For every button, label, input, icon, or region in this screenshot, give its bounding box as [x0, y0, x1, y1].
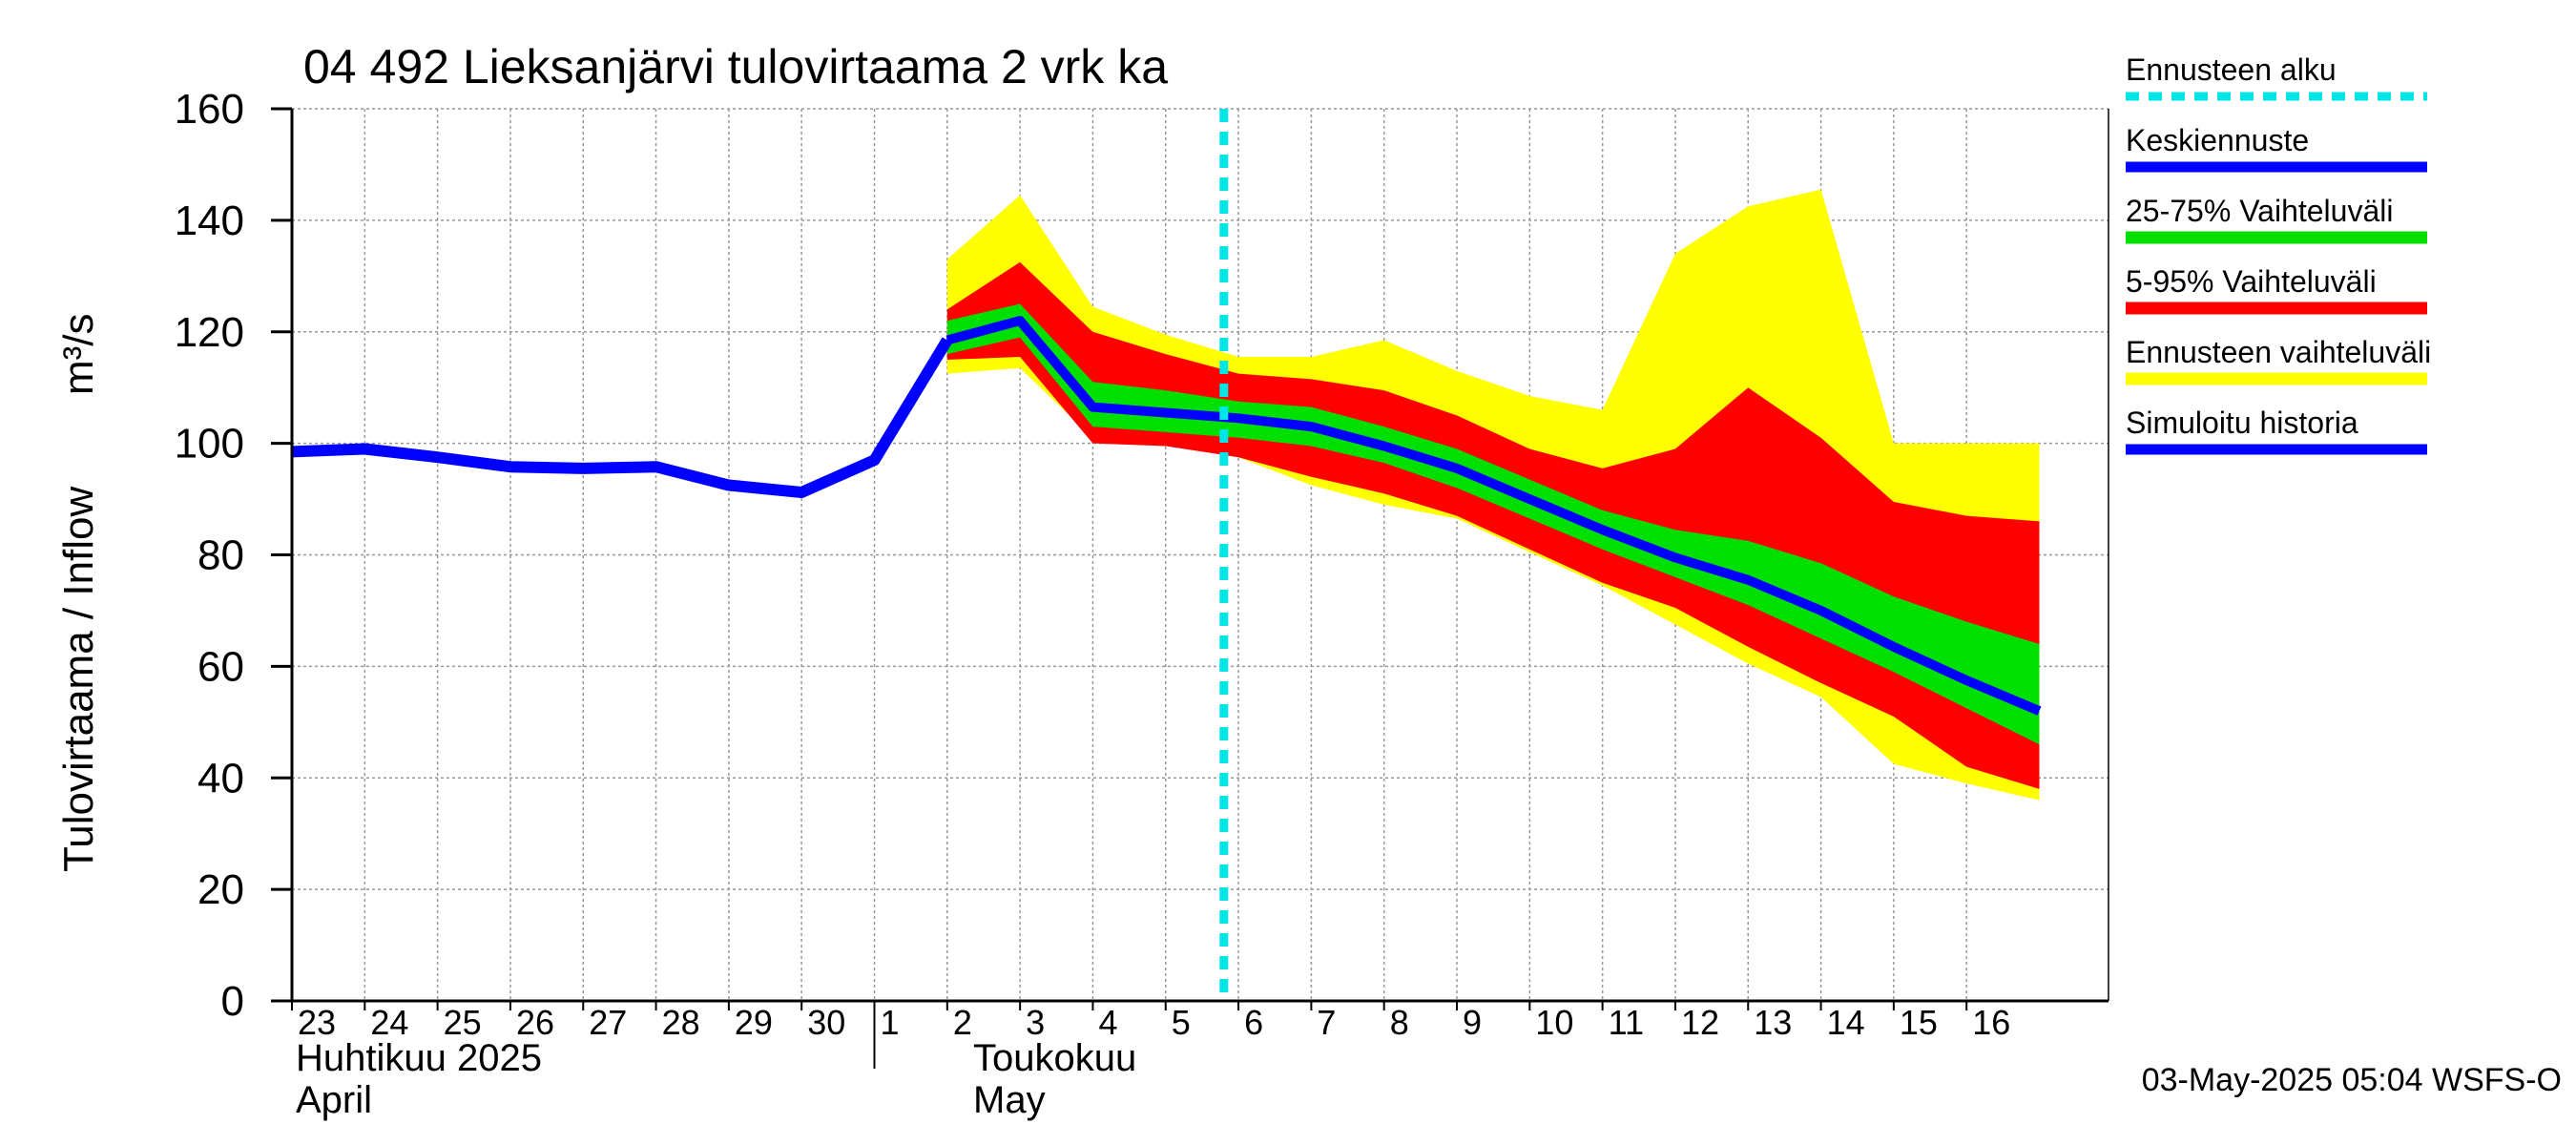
y-tick-label-0: 0	[221, 978, 244, 1025]
y-tick-label-20: 20	[197, 866, 244, 913]
x-tick-label-23: 23	[298, 1003, 336, 1042]
x-tick-label-3: 3	[1026, 1003, 1045, 1042]
x-tick-label-16: 16	[1972, 1003, 2010, 1042]
history-line	[292, 337, 952, 498]
legend: Ennusteen alku Keskiennuste 25-75% Vaiht…	[2126, 52, 2431, 455]
month-label-may-en: May	[973, 1079, 1046, 1121]
x-tick-label-8: 8	[1390, 1003, 1409, 1042]
x-tick-label-7: 7	[1317, 1003, 1336, 1042]
chart-title: 04 492 Lieksanjärvi tulovirtaama 2 vrk k…	[303, 40, 1168, 94]
x-tick-label-30: 30	[807, 1003, 845, 1042]
y-tick-label-40: 40	[197, 755, 244, 802]
y-axis-unit: m³/s	[55, 313, 102, 395]
month-label-april-en: April	[296, 1079, 372, 1121]
x-tick-label-12: 12	[1681, 1003, 1719, 1042]
legend-label-history: Simuloitu historia	[2126, 406, 2358, 440]
series-lines	[292, 109, 2042, 1001]
legend-label-forecast-start: Ennusteen alku	[2126, 52, 2337, 87]
x-tick-label-27: 27	[589, 1003, 627, 1042]
x-tick-label-11: 11	[1609, 1003, 1644, 1042]
y-tick-labels: 0 20 40 60 80 100 120 140 160	[175, 86, 244, 1025]
x-tick-label-14: 14	[1827, 1003, 1865, 1042]
y-tick-label-160: 160	[175, 86, 244, 133]
median-line	[945, 316, 2042, 716]
x-tick-label-1: 1	[881, 1003, 900, 1042]
y-tick-label-140: 140	[175, 198, 244, 244]
x-tick-label-28: 28	[662, 1003, 700, 1042]
legend-label-range: Ennusteen vaihteluväli	[2126, 335, 2431, 369]
x-tick-label-25: 25	[444, 1003, 482, 1042]
x-tick-label-15: 15	[1900, 1003, 1938, 1042]
y-tick-label-100: 100	[175, 421, 244, 468]
x-tick-label-4: 4	[1098, 1003, 1117, 1042]
axes	[271, 107, 2109, 1069]
legend-label-p5-95: 5-95% Vaihteluväli	[2126, 264, 2377, 299]
x-tick-label-26: 26	[516, 1003, 554, 1042]
y-tick-label-80: 80	[197, 532, 244, 579]
legend-label-median: Keskiennuste	[2126, 123, 2309, 157]
x-tick-label-6: 6	[1244, 1003, 1263, 1042]
y-tick-label-120: 120	[175, 309, 244, 356]
month-label-may-fi: Toukokuu	[973, 1037, 1136, 1079]
x-tick-labels: 23 24 25 26 27 28 29 30 1 2 3 4 5 6 7 8 9 10 11 12 13 14 15 16	[298, 1003, 2010, 1042]
timestamp: 03-May-2025 05:04 WSFS-O	[2142, 1062, 2562, 1098]
y-axis-label-text: Tulovirtaama / Inflow	[55, 486, 102, 872]
x-tick-label-9: 9	[1463, 1003, 1482, 1042]
x-tick-label-29: 29	[735, 1003, 773, 1042]
x-tick-label-13: 13	[1754, 1003, 1792, 1042]
month-label-april-fi: Huhtikuu 2025	[296, 1037, 542, 1079]
x-tick-label-2: 2	[953, 1003, 972, 1042]
legend-label-p25-75: 25-75% Vaihteluväli	[2126, 194, 2393, 228]
x-tick-label-10: 10	[1535, 1003, 1573, 1042]
x-tick-label-5: 5	[1172, 1003, 1191, 1042]
y-axis-label: Tulovirtaama / Inflow m³/s	[55, 313, 102, 872]
y-tick-label-60: 60	[197, 643, 244, 690]
x-tick-label-24: 24	[370, 1003, 408, 1042]
